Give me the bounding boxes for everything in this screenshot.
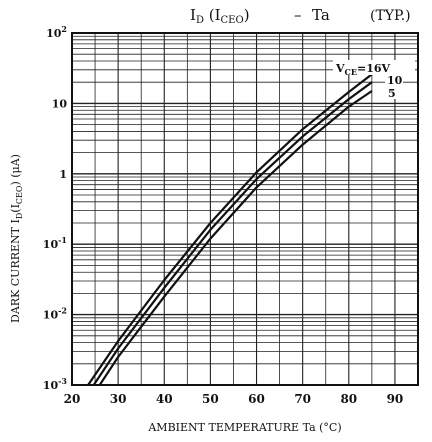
chart-title-dash: – [294,6,302,24]
series-label-10: 10 [387,74,403,87]
chart-title-var: Ta [312,6,330,24]
chart-title-note: (TYP.) [370,8,411,24]
series-curves [87,73,373,386]
y-tick-label: 102 [46,24,67,40]
plot-frame [71,32,419,386]
y-tick-labels: 102 10 1 10-1 10-2 10-3 [43,24,68,392]
y-tick-label: 10 [52,97,68,110]
y-axis-label: DARK CURRENT ID(ICEO) (μA) [9,154,24,323]
svg-text:DARK CURRENT ID(ICEO) (μA): DARK CURRENT ID(ICEO) (μA) [9,154,24,323]
series-label-5: 5 [388,87,396,100]
series-line-16 [87,73,373,386]
grid [71,33,419,386]
y-tick-label: 1 [59,168,67,181]
x-tick-label: 70 [294,392,311,406]
y-tick-label: 10-3 [43,376,68,392]
x-tick-labels: 20 30 40 50 60 70 80 90 [64,392,404,406]
chart-title-main: ID (ICEO) [190,6,250,26]
x-tick-label: 30 [110,392,127,406]
x-tick-label: 80 [340,392,357,406]
y-tick-label: 10-1 [43,235,67,251]
series-label-16: VCE=16V [335,62,391,77]
x-tick-label: 60 [248,392,265,406]
y-tick-label: 10-2 [43,306,67,322]
x-tick-label: 40 [156,392,173,406]
x-tick-label: 50 [202,392,219,406]
x-tick-label: 90 [387,392,404,406]
legend-box [333,60,415,75]
x-tick-label: 20 [64,392,81,406]
x-axis-label: AMBIENT TEMPERATURE Ta (°C) [147,421,341,434]
series-line-5 [98,90,373,386]
series-line-10 [92,81,373,386]
